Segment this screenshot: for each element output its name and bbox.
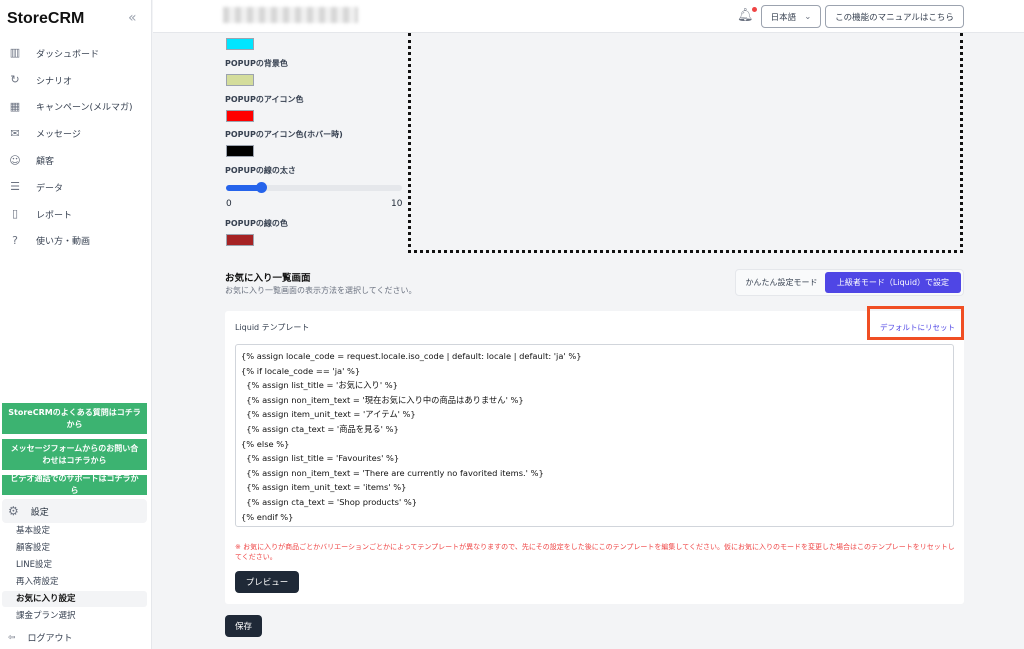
popup-preview-area: [408, 33, 963, 253]
sub-basic-settings[interactable]: 基本設定: [16, 526, 51, 536]
language-select[interactable]: 日本語 ⌄: [761, 5, 821, 28]
video-support-link[interactable]: ビデオ通話でのサポートはコチラから: [2, 474, 147, 495]
faq-link[interactable]: StoreCRMのよくある質問はコチラから: [2, 403, 147, 434]
preview-button[interactable]: プレビュー: [235, 571, 299, 593]
contact-form-link[interactable]: メッセージフォームからのお問い合わせはコチラから: [2, 439, 147, 470]
gear-icon: ⚙: [8, 504, 19, 518]
question-icon: ?: [12, 233, 18, 247]
border-width-label: POPUPの線の太さ: [225, 166, 296, 175]
section-description: お気に入り一覧画面の表示方法を選択してください。: [225, 286, 417, 295]
logout-icon: ⇦: [8, 632, 16, 643]
sidebar-item-label: シナリオ: [36, 76, 73, 87]
sidebar-item-label: レポート: [36, 210, 73, 221]
calendar-icon: ▦: [9, 99, 21, 113]
settings-label: 設定: [30, 507, 49, 518]
sidebar-item-label: 顧客: [36, 157, 55, 168]
sidebar-item-campaign[interactable]: ▦ キャンペーン(メルマガ): [0, 94, 152, 121]
simple-mode-button[interactable]: かんたん設定モード: [745, 278, 818, 287]
document-icon: ▯: [11, 207, 19, 221]
popup-icon-hover-label: POPUPのアイコン色(ホバー時): [225, 130, 343, 139]
slider-thumb[interactable]: [256, 182, 268, 193]
sidebar-item-label: キャンペーン(メルマガ): [36, 103, 133, 114]
liquid-template-card: Liquid テンプレート デフォルトにリセット {% assign local…: [225, 306, 964, 604]
top-color-swatch[interactable]: [226, 38, 254, 50]
manual-button[interactable]: この機能のマニュアルはこちら: [825, 5, 964, 28]
notification-dot: [751, 7, 757, 12]
save-button[interactable]: 保存: [225, 615, 262, 637]
sidebar-item-settings[interactable]: ⚙ 設定: [2, 499, 147, 523]
border-width-slider[interactable]: [226, 182, 402, 193]
sub-line-settings[interactable]: LINE設定: [16, 560, 52, 570]
sidebar: StoreCRM « ▥ ダッシュボード ↻ シナリオ ▦ キャンペーン(メルマガ) …: [0, 0, 152, 649]
sidebar-item-label: データ: [36, 183, 64, 194]
slider-max: 10: [391, 199, 403, 209]
bar-chart-icon: ▥: [9, 46, 21, 60]
sidebar-item-data[interactable]: ☰ データ: [0, 174, 152, 201]
users-icon: ☺: [9, 153, 21, 167]
sidebar-item-customers[interactable]: ☺ 顧客: [0, 147, 152, 174]
template-code-textarea[interactable]: {% assign locale_code = request.locale.i…: [235, 344, 954, 527]
sub-customer-settings[interactable]: 顧客設定: [16, 543, 51, 553]
sidebar-item-label: 使い方・動画: [36, 237, 91, 248]
border-color-label: POPUPの線の色: [225, 219, 288, 228]
database-icon: ☰: [10, 180, 20, 194]
popup-bg-swatch[interactable]: [226, 74, 254, 86]
sidebar-item-dashboard[interactable]: ▥ ダッシュボード: [0, 40, 152, 67]
sub-plan-select[interactable]: 課金プラン選択: [16, 611, 76, 621]
blurred-store-name: [223, 7, 358, 23]
sub-favorites-settings[interactable]: お気に入り設定: [2, 591, 147, 607]
popup-icon-label: POPUPのアイコン色: [225, 95, 304, 104]
sidebar-item-scenario[interactable]: ↻ シナリオ: [0, 67, 152, 94]
mode-toggle: かんたん設定モード 上級者モード（Liquid）で設定: [735, 269, 964, 296]
sidebar-item-label: メッセージ: [36, 130, 81, 141]
section-title: お気に入り一覧画面: [225, 273, 311, 284]
reset-default-button[interactable]: デフォルトにリセット: [880, 323, 955, 332]
border-color-swatch[interactable]: [226, 234, 254, 246]
main-content: POPUPの背景色 POPUPのアイコン色 POPUPのアイコン色(ホバー時) …: [153, 33, 1024, 649]
popup-icon-swatch[interactable]: [226, 110, 254, 122]
sidebar-item-report[interactable]: ▯ レポート: [0, 201, 152, 228]
bell-icon[interactable]: 🔔︎: [737, 7, 757, 23]
highlight-box: [867, 306, 964, 340]
logout-button[interactable]: ⇦ ログアウト: [8, 631, 73, 645]
refresh-icon: ↻: [10, 73, 20, 87]
popup-icon-hover-swatch[interactable]: [226, 145, 254, 157]
sidebar-item-label: ダッシュボード: [36, 49, 100, 60]
template-note: ※ お気に入りが商品ごとかバリエーションごとかによってテンプレートが異なりますの…: [235, 543, 955, 561]
slider-min: 0: [226, 199, 232, 209]
envelope-icon: ✉: [10, 126, 20, 140]
topbar: 🔔︎ 日本語 ⌄ この機能のマニュアルはこちら: [153, 0, 1024, 33]
popup-bg-label: POPUPの背景色: [225, 59, 288, 68]
template-title: Liquid テンプレート: [235, 323, 310, 332]
slider-fill: [226, 185, 262, 191]
sidebar-item-help[interactable]: ? 使い方・動画: [0, 228, 152, 255]
logout-label: ログアウト: [27, 634, 73, 644]
logo: StoreCRM: [7, 10, 85, 27]
language-value: 日本語: [770, 12, 797, 23]
sub-restock-settings[interactable]: 再入荷設定: [16, 577, 59, 587]
sidebar-item-message[interactable]: ✉ メッセージ: [0, 120, 152, 147]
collapse-sidebar-icon[interactable]: «: [128, 10, 137, 26]
chevron-down-icon: ⌄: [804, 11, 812, 22]
advanced-mode-button[interactable]: 上級者モード（Liquid）で設定: [825, 272, 961, 293]
